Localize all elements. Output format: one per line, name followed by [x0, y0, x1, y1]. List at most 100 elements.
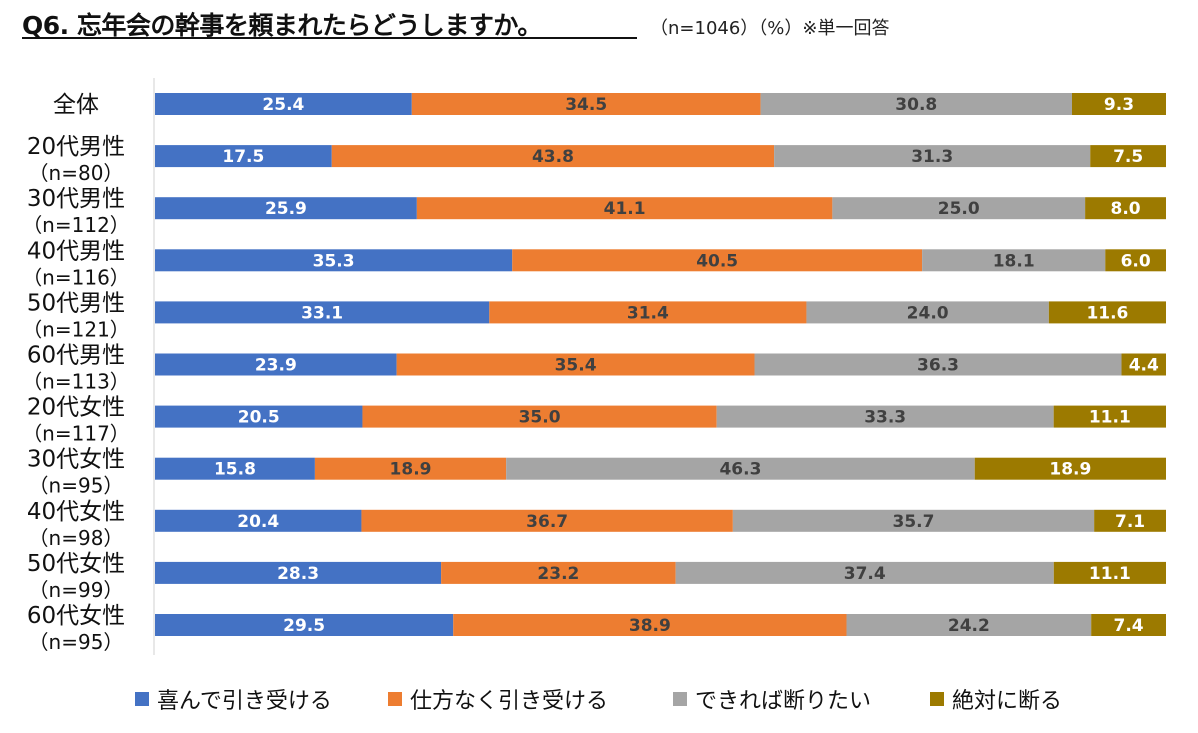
data-label: 8.0 — [1110, 199, 1140, 219]
category-sublabel: （n=113） — [22, 370, 130, 394]
category-label: 全体 — [53, 92, 99, 118]
bar-segment — [361, 509, 733, 532]
data-label: 7.1 — [1115, 512, 1145, 532]
category-sublabel: （n=117） — [22, 422, 130, 446]
legend-item: できれば断りたい — [673, 683, 871, 715]
legend-label: 喜んで引き受ける — [157, 689, 332, 714]
category-sublabel: （n=95） — [29, 630, 124, 654]
data-label: 36.3 — [917, 356, 959, 376]
data-label: 43.8 — [532, 147, 574, 167]
category-label: 40代男性 — [27, 238, 125, 264]
bar-segment — [806, 301, 1049, 324]
data-label: 25.0 — [938, 199, 980, 219]
category-label: 50代男性 — [27, 290, 125, 316]
data-label: 35.7 — [893, 512, 935, 532]
chart-title-area: Q6. 忘年会の幹事を頼まれたらどうしますか。 （n=1046）（%）※単一回答 — [22, 4, 922, 44]
data-label: 28.3 — [277, 564, 319, 584]
category-sublabel: （n=80） — [29, 161, 124, 185]
category-sublabel: （n=98） — [29, 526, 124, 550]
bar-segment — [155, 509, 362, 532]
data-label: 46.3 — [719, 460, 761, 480]
category-sublabel: （n=121） — [22, 317, 130, 341]
bar-segment — [846, 614, 1092, 636]
category-label: 50代女性 — [27, 551, 125, 577]
data-label: 17.5 — [222, 147, 264, 167]
data-label: 25.9 — [265, 199, 307, 219]
data-label: 23.9 — [255, 356, 297, 376]
legend-swatch — [930, 692, 944, 706]
chart-title: Q6. 忘年会の幹事を頼まれたらどうしますか。 — [22, 11, 542, 40]
data-label: 6.0 — [1121, 251, 1151, 271]
bar-segment — [155, 93, 412, 115]
bar-segment — [155, 197, 417, 220]
bar-segment — [416, 197, 833, 220]
category-sublabel: （n=112） — [22, 213, 130, 237]
bar-segment — [453, 614, 847, 636]
data-label: 4.4 — [1129, 356, 1159, 376]
bars — [155, 93, 1166, 636]
bar-segment — [675, 561, 1054, 584]
data-label: 33.1 — [301, 303, 343, 323]
bar-segment — [1094, 509, 1166, 532]
data-label: 40.5 — [696, 251, 738, 271]
value-labels: 25.4 34.5 30.8 9.3 17.5 43.8 31.3 7.5 25.9 41.1 25… — [214, 95, 1159, 636]
bar-segment — [155, 249, 513, 272]
legend-item: 喜んで引き受ける — [135, 683, 332, 715]
bar-segment — [1048, 301, 1166, 324]
data-label: 38.9 — [629, 616, 671, 636]
bar-segment — [774, 145, 1091, 168]
legend: 喜んで引き受ける 仕方なく引き受ける できれば断りたい 絶対に断る — [135, 683, 1115, 715]
bar-segment — [1105, 249, 1166, 272]
category-label: 40代女性 — [27, 499, 125, 525]
title-underline — [22, 37, 637, 39]
bar-segment — [411, 93, 761, 115]
bar-segment — [1053, 561, 1166, 584]
bar-segment — [155, 457, 315, 480]
data-label: 34.5 — [565, 95, 607, 115]
category-label: 30代男性 — [27, 186, 125, 212]
data-label: 20.4 — [237, 512, 279, 532]
bar-segment — [155, 145, 332, 168]
data-label: 23.2 — [537, 564, 579, 584]
bar-segment — [1121, 353, 1166, 376]
category-label: 20代男性 — [27, 134, 125, 160]
bar-segment — [732, 509, 1095, 532]
bar-segment — [155, 405, 363, 428]
legend-swatch — [388, 692, 402, 706]
bar-segment — [362, 405, 717, 428]
data-label: 18.9 — [390, 460, 432, 480]
category-sublabel: （n=99） — [29, 578, 124, 602]
data-label: 37.4 — [844, 564, 886, 584]
legend-label: 絶対に断る — [952, 689, 1063, 714]
bar-segment — [512, 249, 923, 272]
bar-segment — [331, 145, 775, 168]
bar-segment — [155, 561, 442, 584]
category-label: 30代女性 — [27, 447, 125, 473]
bar-segment — [1091, 614, 1166, 636]
legend-label: 仕方なく引き受ける — [410, 689, 609, 714]
bar-segment — [1071, 93, 1166, 115]
category-label: 60代男性 — [27, 343, 125, 369]
legend-item: 仕方なく引き受ける — [388, 683, 608, 715]
data-label: 24.2 — [948, 616, 990, 636]
data-label: 18.9 — [1049, 460, 1091, 480]
bar-segment — [974, 457, 1166, 480]
data-label: 11.1 — [1089, 564, 1131, 584]
data-label: 29.5 — [283, 616, 325, 636]
bar-segment — [155, 353, 397, 376]
legend-swatch — [673, 692, 687, 706]
data-label: 7.5 — [1113, 147, 1143, 167]
bar-segment — [396, 353, 755, 376]
bar-segment — [489, 301, 807, 324]
data-label: 7.4 — [1114, 616, 1144, 636]
data-label: 11.1 — [1089, 408, 1131, 428]
data-label: 30.8 — [895, 95, 937, 115]
category-sublabel: （n=95） — [29, 474, 124, 498]
legend-item: 絶対に断る — [930, 683, 1062, 715]
bar-segment — [1053, 405, 1166, 428]
bar-segment — [441, 561, 676, 584]
data-label: 41.1 — [604, 199, 646, 219]
data-label: 36.7 — [526, 512, 568, 532]
data-label: 11.6 — [1086, 303, 1128, 323]
data-label: 35.0 — [519, 408, 561, 428]
